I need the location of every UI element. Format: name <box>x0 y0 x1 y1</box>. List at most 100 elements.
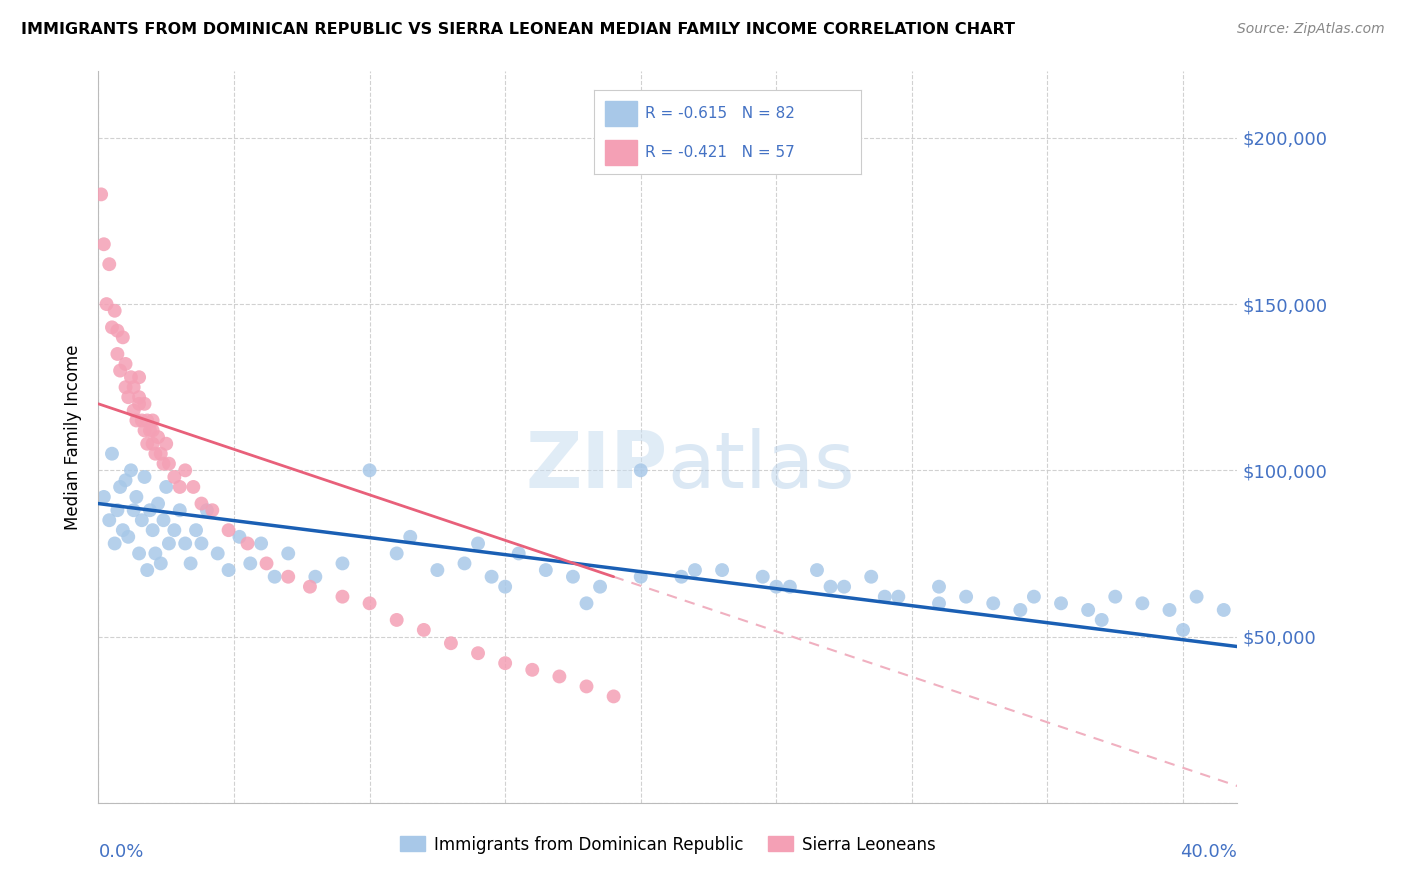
Point <box>111 523 134 537</box>
Point <box>128 397 150 411</box>
Point <box>114 380 136 394</box>
Point <box>860 570 883 584</box>
Point <box>169 503 191 517</box>
Point <box>145 546 167 560</box>
Legend: Immigrants from Dominican Republic, Sierra Leoneans: Immigrants from Dominican Republic, Sier… <box>394 829 942 860</box>
Point <box>107 347 129 361</box>
Point <box>122 403 145 417</box>
Point <box>120 370 142 384</box>
Point <box>928 596 950 610</box>
Point <box>1104 590 1126 604</box>
Point <box>236 536 259 550</box>
Text: IMMIGRANTS FROM DOMINICAN REPUBLIC VS SIERRA LEONEAN MEDIAN FAMILY INCOME CORREL: IMMIGRANTS FROM DOMINICAN REPUBLIC VS SI… <box>21 22 1015 37</box>
Point <box>149 557 172 571</box>
Point <box>602 690 624 704</box>
Point <box>163 470 186 484</box>
Text: Source: ZipAtlas.com: Source: ZipAtlas.com <box>1237 22 1385 37</box>
Point <box>806 563 828 577</box>
Point <box>190 497 212 511</box>
Point <box>1185 590 1208 604</box>
Point <box>195 503 218 517</box>
Point <box>711 563 734 577</box>
Point <box>630 463 652 477</box>
Point <box>128 390 150 404</box>
Point <box>142 436 165 450</box>
Point <box>575 596 598 610</box>
Point <box>190 536 212 550</box>
Point <box>207 546 229 560</box>
Point <box>201 503 224 517</box>
Point <box>155 480 177 494</box>
Point <box>256 557 278 571</box>
Point <box>169 480 191 494</box>
Point <box>98 257 121 271</box>
Point <box>440 636 463 650</box>
Point <box>96 297 118 311</box>
Point <box>239 557 262 571</box>
Point <box>589 580 612 594</box>
Point <box>139 503 162 517</box>
Point <box>534 563 557 577</box>
Point <box>157 457 180 471</box>
Point <box>117 530 139 544</box>
Point <box>332 590 354 604</box>
Point <box>522 663 544 677</box>
Point <box>453 557 475 571</box>
Point <box>218 523 240 537</box>
Point <box>467 536 489 550</box>
Point <box>548 669 571 683</box>
Point <box>928 580 950 594</box>
Point <box>298 580 321 594</box>
Point <box>1077 603 1099 617</box>
Point <box>359 596 381 610</box>
Point <box>107 503 129 517</box>
Point <box>765 580 787 594</box>
Point <box>1091 613 1114 627</box>
Point <box>1171 623 1194 637</box>
Point <box>184 523 207 537</box>
Point <box>142 523 165 537</box>
Point <box>981 596 1004 610</box>
Point <box>152 457 174 471</box>
Point <box>152 513 174 527</box>
Point <box>157 536 180 550</box>
Point <box>134 397 156 411</box>
Point <box>122 380 145 394</box>
Point <box>494 656 516 670</box>
Point <box>128 370 150 384</box>
Point <box>131 413 153 427</box>
Point <box>955 590 977 604</box>
Point <box>683 563 706 577</box>
Point <box>1022 590 1045 604</box>
Point <box>142 413 165 427</box>
Point <box>630 570 652 584</box>
Point <box>873 590 896 604</box>
Text: ZIP: ZIP <box>526 428 668 504</box>
Point <box>1050 596 1073 610</box>
Text: 40.0%: 40.0% <box>1181 843 1237 861</box>
Point <box>412 623 434 637</box>
Point <box>131 513 153 527</box>
Point <box>136 413 159 427</box>
Point <box>145 447 167 461</box>
Point <box>142 424 165 438</box>
Point <box>108 363 131 377</box>
Point <box>122 503 145 517</box>
Point <box>98 513 121 527</box>
Point <box>146 430 169 444</box>
Point <box>111 330 134 344</box>
Point <box>101 320 124 334</box>
Point <box>125 413 148 427</box>
Point <box>1159 603 1181 617</box>
Point <box>136 436 159 450</box>
Point <box>277 570 299 584</box>
Point <box>228 530 250 544</box>
Point <box>575 680 598 694</box>
Point <box>467 646 489 660</box>
Point <box>90 187 112 202</box>
Point <box>832 580 855 594</box>
Point <box>1010 603 1032 617</box>
Point <box>125 490 148 504</box>
Point <box>562 570 585 584</box>
Point <box>101 447 124 461</box>
